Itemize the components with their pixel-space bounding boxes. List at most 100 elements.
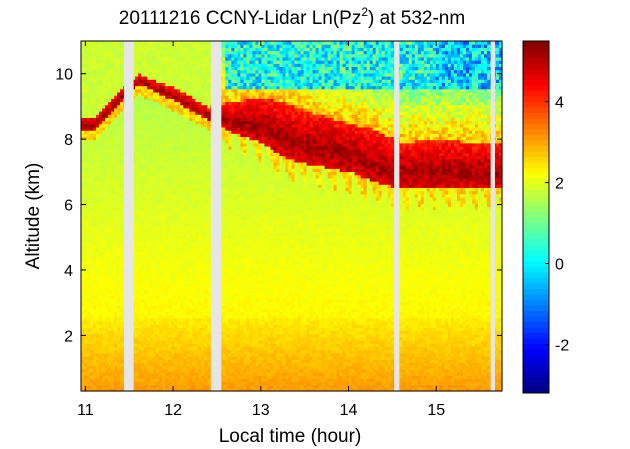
heatmap-cell (141, 50, 145, 55)
heatmap-cell (81, 251, 85, 255)
heatmap-cell (93, 384, 97, 389)
heatmap-cell (114, 327, 118, 332)
heatmap-cell (96, 222, 100, 227)
heatmap-cell (117, 333, 121, 338)
heatmap-cell (132, 263, 136, 268)
heatmap-cell (93, 88, 97, 93)
heatmap-cell (99, 346, 103, 351)
heatmap-cell (114, 76, 118, 80)
heatmap-cell (102, 203, 106, 208)
heatmap-cell (138, 171, 142, 176)
heatmap-cell (87, 101, 91, 106)
heatmap-cell (105, 190, 109, 195)
heatmap-cell (105, 324, 109, 328)
heatmap-cell (132, 85, 136, 90)
heatmap-cell (141, 149, 145, 153)
heatmap-cell (120, 254, 124, 258)
heatmap-cell (141, 174, 145, 179)
heatmap-cell (141, 381, 145, 386)
heatmap-cell (96, 171, 100, 176)
heatmap-cell (138, 41, 142, 45)
heatmap-cell (111, 371, 115, 376)
heatmap-cell (99, 72, 103, 77)
heatmap-cell (135, 193, 139, 198)
heatmap-cell (114, 231, 118, 236)
heatmap-cell (141, 88, 145, 93)
heatmap-cell (90, 187, 94, 192)
heatmap-cell (105, 330, 109, 335)
heatmap-cell (81, 244, 85, 249)
heatmap-cell (102, 91, 106, 96)
heatmap-cell (90, 79, 94, 83)
heatmap-cell (108, 56, 112, 61)
heatmap-cell (105, 107, 109, 112)
heatmap-cell (96, 47, 100, 52)
heatmap-cell (87, 359, 91, 363)
heatmap-cell (114, 60, 118, 64)
heatmap-cell (111, 352, 115, 357)
heatmap-cell (147, 387, 151, 392)
heatmap-cell (99, 101, 103, 106)
heatmap-cell (117, 91, 121, 96)
heatmap-cell (108, 333, 112, 338)
heatmap-cell (90, 200, 94, 204)
heatmap-cell (120, 321, 124, 325)
heatmap-cell (141, 120, 145, 125)
heatmap-cell (87, 142, 91, 147)
heatmap-cell (105, 235, 109, 239)
heatmap-cell (99, 149, 103, 153)
heatmap-cell (108, 206, 112, 211)
heatmap-cell (87, 276, 91, 281)
heatmap-cell (84, 270, 88, 274)
heatmap-cell (141, 193, 145, 198)
heatmap-cell (117, 381, 121, 386)
heatmap-cell (138, 98, 142, 103)
heatmap-cell (99, 104, 103, 109)
heatmap-cell (96, 298, 100, 303)
heatmap-cell (108, 381, 112, 386)
heatmap-cell (93, 251, 97, 255)
heatmap-cell (81, 266, 85, 271)
heatmap-cell (132, 142, 136, 147)
heatmap-cell (108, 279, 112, 284)
heatmap-cell (84, 282, 88, 287)
heatmap-cell (102, 340, 106, 344)
heatmap-cell (102, 263, 106, 268)
heatmap-cell (84, 187, 88, 192)
heatmap-cell (81, 378, 85, 383)
heatmap-cell (141, 130, 145, 134)
heatmap-cell (132, 104, 136, 109)
heatmap-cell (117, 279, 121, 284)
heatmap-cell (144, 76, 148, 80)
heatmap-cell (138, 63, 142, 68)
heatmap-cell (144, 47, 148, 52)
heatmap-cell (84, 101, 88, 106)
heatmap-cell (84, 149, 88, 153)
heatmap-cell (141, 95, 145, 99)
heatmap-cell (93, 47, 97, 52)
heatmap-cell (117, 387, 121, 392)
heatmap-cell (147, 378, 151, 383)
heatmap-cell (90, 228, 94, 233)
heatmap-cell (105, 378, 109, 383)
heatmap-cell (117, 174, 121, 179)
heatmap-cell (93, 41, 97, 45)
heatmap-cell (132, 44, 136, 48)
heatmap-cell (120, 88, 124, 93)
heatmap-cell (135, 251, 139, 255)
heatmap-cell (90, 336, 94, 341)
heatmap-cell (108, 305, 112, 309)
heatmap-cell (96, 289, 100, 293)
heatmap-cell (138, 359, 142, 363)
heatmap-cell (81, 289, 85, 293)
heatmap-cell (84, 251, 88, 255)
heatmap-cell (81, 362, 85, 367)
heatmap-cell (141, 98, 145, 103)
heatmap-cell (81, 247, 85, 252)
heatmap-cell (132, 295, 136, 300)
heatmap-cell (114, 317, 118, 322)
heatmap-cell (93, 279, 97, 284)
heatmap-cell (114, 298, 118, 303)
heatmap-cell (141, 365, 145, 370)
heatmap-cell (111, 289, 115, 293)
